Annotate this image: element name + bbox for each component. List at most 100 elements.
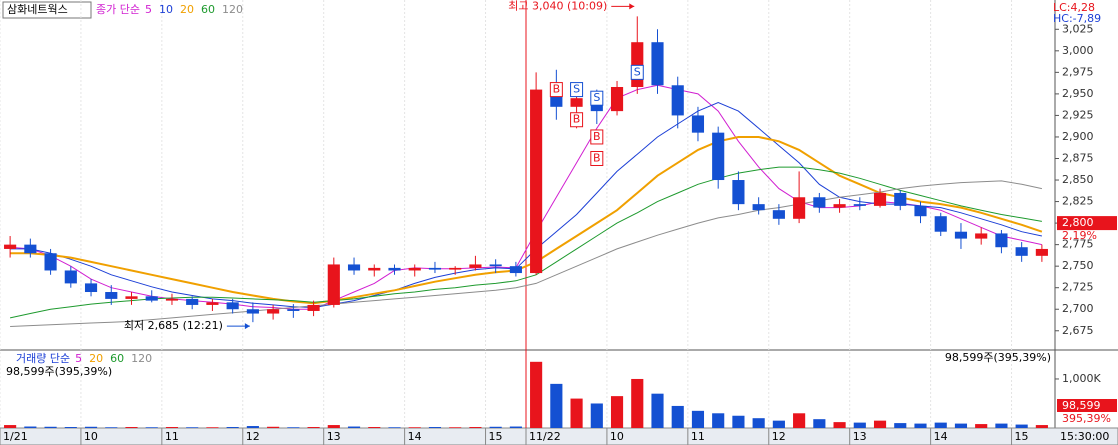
- y-tick-label: 2,900: [1062, 130, 1094, 143]
- legend-entry: 5: [145, 3, 152, 16]
- volume-bar: [469, 427, 482, 428]
- candle-body: [793, 197, 806, 219]
- volume-legend-entry: 120: [131, 352, 152, 365]
- candle-body: [651, 42, 664, 86]
- candle-body: [125, 296, 138, 299]
- y-tick-label: 2,850: [1062, 173, 1094, 186]
- price-legend-prefix: 종가 단순: [96, 3, 140, 16]
- x-tick-label: 15: [1015, 430, 1029, 443]
- candle-body: [610, 87, 624, 112]
- volume-bar: [105, 427, 118, 428]
- y-tick-label: 3,025: [1062, 22, 1094, 35]
- volume-bar: [550, 383, 563, 428]
- candle-body: [732, 180, 745, 205]
- candle-body: [44, 253, 57, 271]
- volume-bar: [954, 423, 968, 428]
- ma-line: [10, 101, 1043, 309]
- signal-label: B: [593, 130, 601, 143]
- annotation-arrowhead: [629, 3, 635, 10]
- volume-bar: [408, 427, 421, 428]
- candle-body: [408, 267, 421, 271]
- volume-bar: [246, 426, 259, 428]
- y-tick-label: 2,875: [1062, 151, 1094, 164]
- volume-bar: [226, 427, 239, 428]
- stock-name: 삼화네트웍스: [7, 3, 68, 16]
- candle-body: [246, 309, 259, 314]
- signal-box: [590, 150, 604, 166]
- volume-bar: [793, 413, 806, 428]
- candle-body: [853, 204, 866, 206]
- volume-bar: [610, 396, 624, 428]
- legend-entry: 20: [180, 3, 194, 16]
- y-tick-label: 2,725: [1062, 281, 1094, 294]
- candle-body: [1035, 248, 1048, 256]
- volume-bar: [833, 422, 846, 428]
- x-tick-label: 12: [246, 430, 260, 443]
- candle-body: [469, 264, 482, 268]
- x-tick-label: 11: [691, 430, 705, 443]
- change-label: 2,19%: [1062, 229, 1097, 242]
- volume-bar: [691, 410, 705, 428]
- volume-bar: [1035, 425, 1048, 428]
- volume-bar: [186, 427, 199, 428]
- last-price-box: [1057, 216, 1117, 231]
- volume-bar: [995, 423, 1008, 428]
- volume-bar: [267, 426, 280, 428]
- volume-bar: [489, 426, 502, 428]
- signal-box: [549, 82, 563, 98]
- candle-body: [388, 267, 401, 271]
- x-tick-label: 12: [772, 430, 786, 443]
- candle-body: [934, 216, 947, 232]
- volume-bar: [368, 427, 381, 428]
- x-tick-label: 1/21: [3, 430, 28, 443]
- y-tick-label: 2,775: [1062, 238, 1094, 251]
- volume-bar: [287, 427, 300, 428]
- volume-bar: [509, 426, 522, 428]
- candle-body: [509, 266, 522, 274]
- signal-label: B: [573, 113, 581, 126]
- candle-body: [530, 89, 543, 274]
- volume-legend-entry: 20: [89, 352, 103, 365]
- volume-bar: [671, 405, 684, 428]
- volume-bar: [651, 393, 664, 428]
- ma-line: [10, 84, 1043, 310]
- y-tick-label: 2,825: [1062, 195, 1094, 208]
- legend-entry: 120: [222, 3, 243, 16]
- volume-bar: [1015, 424, 1028, 428]
- volume-bar: [64, 427, 77, 428]
- volume-bar: [752, 418, 765, 428]
- candle-body: [914, 205, 927, 217]
- candle-body: [813, 197, 826, 208]
- candle-body: [570, 98, 583, 107]
- volume-legend-prefix: 거래량 단순: [16, 352, 70, 365]
- lc-label: LC:4,28: [1053, 1, 1095, 14]
- signal-box: [570, 112, 584, 128]
- volume-bar: [388, 427, 401, 428]
- y-tick-label: 2,700: [1062, 302, 1094, 315]
- volume-ratio-label: 395,39%: [1062, 412, 1111, 425]
- volume-bar: [894, 423, 907, 428]
- y-tick-label: 2,750: [1062, 259, 1094, 272]
- x-tick-label: 14: [934, 430, 948, 443]
- volume-bar: [873, 420, 887, 428]
- candle-body: [833, 204, 846, 208]
- candle-body: [206, 302, 219, 305]
- candle-body: [347, 264, 361, 271]
- legend-entry: 60: [201, 3, 215, 16]
- volume-bar: [4, 425, 17, 428]
- signal-label: B: [553, 83, 561, 96]
- candle-body: [489, 264, 502, 267]
- signal-label: S: [573, 83, 580, 96]
- volume-bar: [145, 427, 158, 428]
- volume-bar: [449, 427, 462, 428]
- last-volume-box: [1057, 399, 1117, 412]
- stock-name-box[interactable]: [2, 1, 92, 19]
- candle-body: [4, 244, 17, 249]
- y-tick-label: 2,925: [1062, 108, 1094, 121]
- x-tick-label: 11: [165, 430, 179, 443]
- signal-label: S: [593, 91, 600, 104]
- candle-body: [24, 244, 37, 254]
- candle-body: [712, 132, 725, 181]
- volume-bar: [327, 425, 340, 428]
